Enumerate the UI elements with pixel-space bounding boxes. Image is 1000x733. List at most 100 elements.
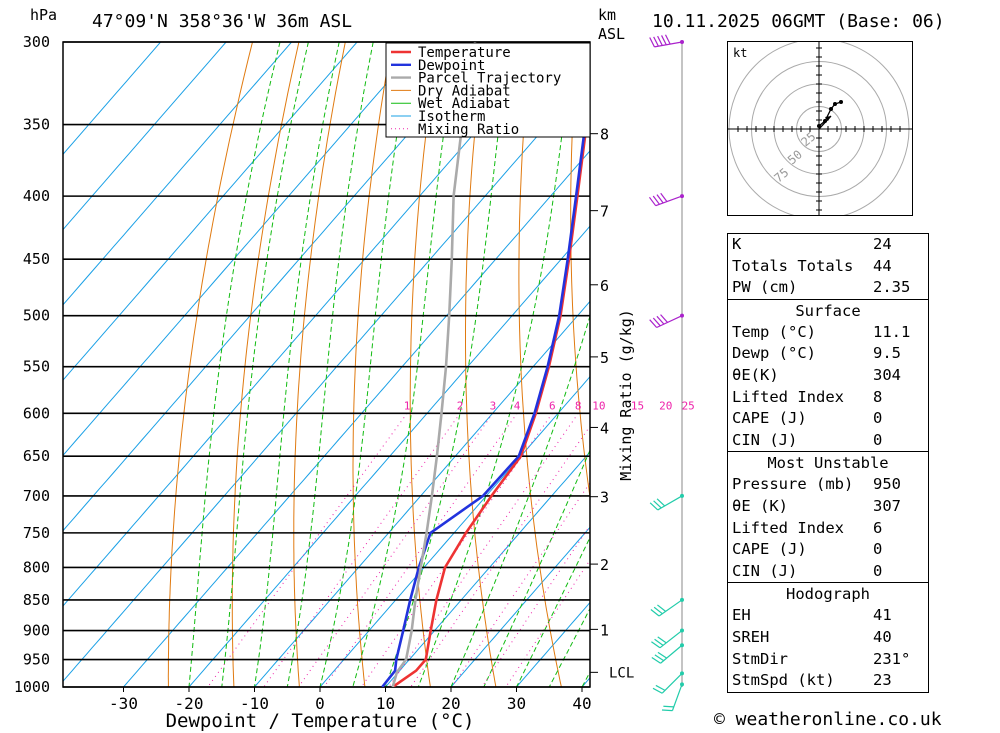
skewt-chart: 1 2 3 4 6 8 10 15 20 25 3003504004505005506006507… xyxy=(14,33,721,732)
wet-adiabat-line xyxy=(483,448,590,687)
most-unstable-title: Most Unstable xyxy=(728,451,928,474)
index-value: 6 xyxy=(873,518,883,537)
dry-adiabat-line xyxy=(352,42,393,687)
x-tick-label: 40 xyxy=(572,694,591,713)
index-label: Temp (°C) xyxy=(732,322,816,341)
dry-adiabat-line xyxy=(167,42,253,687)
asl-unit: ASL xyxy=(598,25,626,43)
index-label: CAPE (J) xyxy=(732,540,807,559)
km-label: 6 xyxy=(600,277,609,295)
isotherm-line xyxy=(254,300,590,687)
station-location: 47°09'N 358°36'W 36m ASL xyxy=(92,11,353,32)
wet-adiabat-line xyxy=(417,42,574,687)
mixing-ratio-value: 10 xyxy=(592,399,605,412)
pressure-label: 750 xyxy=(23,524,50,542)
pressure-label: 850 xyxy=(23,591,50,609)
mixing-ratio-value: 15 xyxy=(631,399,644,412)
index-label: SREH xyxy=(732,627,770,646)
wind-barb xyxy=(650,597,684,617)
axis-labels: 3003504004505005506006507007508008509009… xyxy=(14,33,634,713)
index-row: Temp (°C) 11.1 xyxy=(728,322,928,344)
mixing-ratio-line xyxy=(505,559,590,687)
index-row: CAPE (J) 0 xyxy=(728,408,928,430)
isotherm-line xyxy=(63,42,358,381)
index-row: PW (cm) 2.35 xyxy=(728,277,928,299)
copyright[interactable]: © weatheronline.co.uk xyxy=(714,709,942,730)
km-label: 2 xyxy=(600,556,609,574)
profile-lines xyxy=(381,42,590,687)
indices-table: K 24 Totals Totals 44 PW (cm) 2.35 Surface Te… xyxy=(727,233,929,693)
mixing-ratio-value: 4 xyxy=(514,399,521,412)
hodograph-ring-label: 75 xyxy=(771,165,791,185)
wet-adiabat-line xyxy=(254,42,340,687)
index-label: θE(K) xyxy=(732,365,779,384)
index-value: 8 xyxy=(873,387,883,406)
index-value: 0 xyxy=(873,561,883,580)
run-datetime: 10.11.2025 06GMT (Base: 06) xyxy=(652,11,945,32)
hodograph-ring-label: 50 xyxy=(785,147,805,167)
index-value: 24 xyxy=(873,235,892,253)
pressure-label: 650 xyxy=(23,447,50,465)
x-tick-label: -20 xyxy=(175,694,204,713)
wind-barbs xyxy=(648,34,684,712)
dry-adiabat-line xyxy=(717,42,720,687)
isotherm-line xyxy=(63,42,292,306)
index-value: 11.1 xyxy=(873,322,911,341)
parcel-trajectory-line xyxy=(391,42,477,687)
hodograph-title: Hodograph xyxy=(728,582,928,605)
x-tick-label: -10 xyxy=(240,694,269,713)
mixing-ratio-line xyxy=(298,413,494,687)
km-label: 8 xyxy=(600,126,609,144)
index-row: Totals Totals 44 xyxy=(728,256,928,278)
index-value: 2.35 xyxy=(873,278,911,297)
x-tick-label: 20 xyxy=(441,694,460,713)
wind-barb xyxy=(649,313,684,329)
legend-entry: Dewpoint xyxy=(418,58,485,74)
isotherm-line xyxy=(63,42,227,231)
km-label: 7 xyxy=(600,203,609,221)
wet-adiabat-line xyxy=(516,536,590,687)
x-axis-title: Dewpoint / Temperature (°C) xyxy=(166,710,475,732)
index-value: 0 xyxy=(873,540,883,559)
index-row: StmDir 231° xyxy=(728,649,928,671)
storm-motion-arrowhead xyxy=(825,116,831,121)
hodograph-unit: kt xyxy=(733,46,747,60)
mixing-ratio-value: 25 xyxy=(682,399,695,412)
index-label: Totals Totals xyxy=(732,256,854,275)
hodograph-ring-label: 25 xyxy=(798,129,818,149)
wet-adiabat-line xyxy=(319,42,413,687)
dry-adiabat-line xyxy=(670,42,721,687)
pressure-label: 800 xyxy=(23,558,50,576)
wet-adiabat-line xyxy=(188,42,281,687)
km-label: 1 xyxy=(600,621,609,639)
isotherm-line xyxy=(319,375,590,687)
hodograph-trace xyxy=(818,101,842,127)
isotherm-line xyxy=(648,42,721,687)
legend-entry: Mixing Ratio xyxy=(418,122,519,138)
index-row: EH 41 xyxy=(728,605,928,627)
mixing-ratio-line xyxy=(263,413,461,687)
pressure-label: 700 xyxy=(23,487,50,505)
index-label: θE (K) xyxy=(732,496,788,515)
surface-title: Surface xyxy=(728,298,928,322)
index-row: CAPE (J) 0 xyxy=(728,539,928,561)
mixing-ratio-value: 20 xyxy=(659,399,672,412)
index-value: 231° xyxy=(873,649,911,668)
index-label: Lifted Index xyxy=(732,387,844,406)
hodograph-point xyxy=(839,100,843,104)
index-row: Lifted Index 8 xyxy=(728,387,928,409)
x-tick-label: 30 xyxy=(507,694,526,713)
mixing-ratio-value: 1 xyxy=(404,399,411,412)
index-value: 0 xyxy=(873,409,883,428)
pressure-label: 550 xyxy=(23,358,50,376)
dewpoint-line xyxy=(381,69,590,687)
index-label: PW (cm) xyxy=(732,278,798,297)
index-value: 23 xyxy=(873,671,892,690)
wind-barb xyxy=(661,682,684,712)
index-label: Lifted Index xyxy=(732,518,844,537)
isotherm-line xyxy=(516,601,590,687)
hodograph-point xyxy=(833,102,837,106)
wind-barb xyxy=(651,643,684,664)
